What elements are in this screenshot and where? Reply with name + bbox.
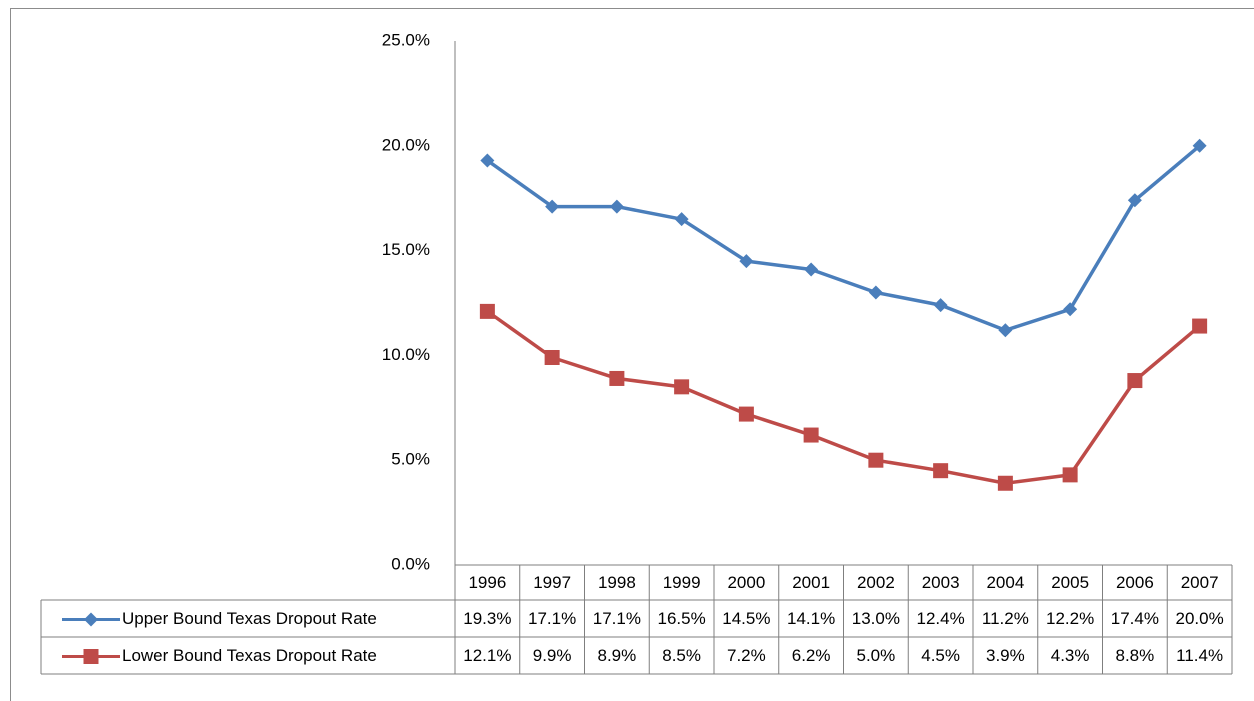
marker xyxy=(868,452,884,468)
data-label: 11.4% xyxy=(1176,646,1223,665)
series-line xyxy=(486,144,1201,332)
data-label: 8.9% xyxy=(598,646,637,665)
y-tick-label: 10.0% xyxy=(382,345,430,364)
chart-frame xyxy=(10,8,1254,701)
legend-marker xyxy=(83,649,99,664)
data-label: 11.2% xyxy=(982,609,1029,628)
x-tick-label: 2005 xyxy=(1051,573,1089,592)
marker xyxy=(997,475,1013,491)
x-tick-label: 2000 xyxy=(727,573,765,592)
marker xyxy=(674,212,689,227)
data-label: 19.3% xyxy=(463,609,511,628)
x-tick-label: 2003 xyxy=(922,573,960,592)
data-label: 17.1% xyxy=(593,609,641,628)
legend-label: Upper Bound Texas Dropout Rate xyxy=(122,609,377,628)
data-label: 12.2% xyxy=(1046,609,1094,628)
data-label: 4.5% xyxy=(921,646,960,665)
data-label: 12.4% xyxy=(917,609,965,628)
x-tick-label: 1998 xyxy=(598,573,636,592)
marker xyxy=(1062,467,1078,483)
data-label: 14.1% xyxy=(787,609,835,628)
y-tick-label: 25.0% xyxy=(382,30,430,49)
data-label: 17.1% xyxy=(528,609,576,628)
data-label: 8.5% xyxy=(662,646,701,665)
marker xyxy=(739,254,754,269)
marker xyxy=(609,199,624,214)
marker xyxy=(480,153,495,168)
marker xyxy=(1063,302,1078,317)
x-tick-label: 2006 xyxy=(1116,573,1154,592)
series-line xyxy=(486,309,1201,486)
marker xyxy=(674,379,690,395)
x-tick-label: 2007 xyxy=(1181,573,1219,592)
y-tick-label: 5.0% xyxy=(391,450,430,469)
data-label: 6.2% xyxy=(792,646,831,665)
data-label: 7.2% xyxy=(727,646,766,665)
marker xyxy=(1192,318,1208,334)
marker xyxy=(868,285,883,300)
marker xyxy=(609,370,625,386)
marker xyxy=(545,199,560,214)
marker xyxy=(1127,193,1142,208)
data-label: 5.0% xyxy=(857,646,896,665)
data-label: 8.8% xyxy=(1116,646,1155,665)
data-label: 12.1% xyxy=(463,646,511,665)
marker xyxy=(933,298,948,313)
data-label: 4.3% xyxy=(1051,646,1090,665)
y-tick-label: 15.0% xyxy=(382,240,430,259)
marker xyxy=(738,406,754,422)
data-label: 16.5% xyxy=(658,609,706,628)
marker xyxy=(1192,138,1207,153)
x-tick-label: 2001 xyxy=(792,573,830,592)
data-label: 14.5% xyxy=(722,609,770,628)
x-tick-label: 1999 xyxy=(663,573,701,592)
marker xyxy=(479,303,495,319)
marker xyxy=(1127,373,1143,389)
x-tick-label: 2002 xyxy=(857,573,895,592)
data-label: 9.9% xyxy=(533,646,572,665)
marker xyxy=(544,349,560,365)
x-tick-label: 1997 xyxy=(533,573,571,592)
data-label: 13.0% xyxy=(852,609,900,628)
marker xyxy=(803,427,819,443)
y-tick-label: 0.0% xyxy=(391,554,430,573)
x-tick-label: 2004 xyxy=(986,573,1024,592)
data-label: 3.9% xyxy=(986,646,1025,665)
legend-label: Lower Bound Texas Dropout Rate xyxy=(122,646,377,665)
legend-marker xyxy=(84,612,98,627)
data-label: 20.0% xyxy=(1176,609,1224,628)
marker xyxy=(933,463,949,479)
y-tick-label: 20.0% xyxy=(382,135,430,154)
marker xyxy=(998,323,1013,338)
x-tick-label: 1996 xyxy=(468,573,506,592)
data-label: 17.4% xyxy=(1111,609,1159,628)
marker xyxy=(804,262,819,277)
